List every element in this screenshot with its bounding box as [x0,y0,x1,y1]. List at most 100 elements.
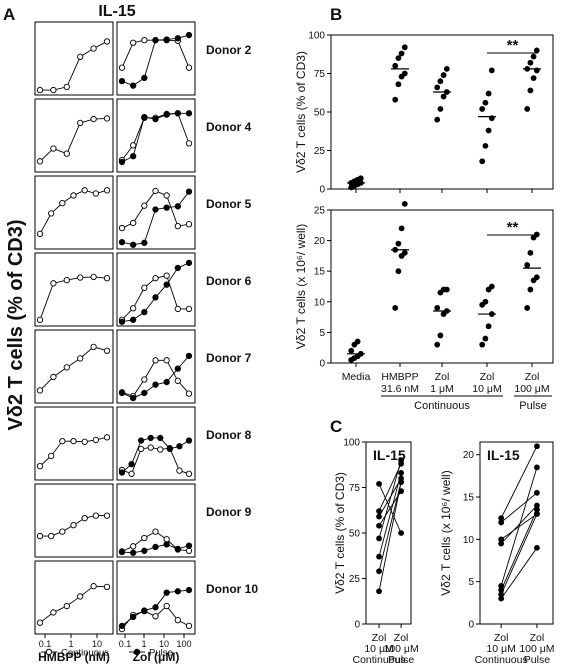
data-point-continuous [152,357,159,364]
data-point-continuous [174,223,181,230]
data-point-pulse [141,389,148,397]
data-point-continuous [70,522,77,529]
category-label: Zol [435,371,450,383]
series-line-pulse [121,262,190,323]
data-point-pulse [185,188,193,195]
panel-a-zol-frame [116,560,196,635]
data-point [398,530,404,536]
data-point [437,332,444,339]
pair-line [500,509,538,591]
panel-c-ylabel: Vδ2 T cells (x 10⁶/ well) [439,470,453,595]
data-point-continuous [174,616,181,624]
data-point-continuous [141,202,148,209]
data-point-pulse [141,239,148,246]
data-point-pulse [152,604,159,611]
series-line-continuous [39,117,108,162]
y-tick-label: 0 [354,620,360,631]
data-point-continuous [130,543,137,550]
x-tick-label: 0.1 [119,639,132,649]
panel-a-title: IL-15 [98,3,135,20]
category-label: Zol [525,371,540,383]
panel-c-inset-label: IL-15 [487,447,520,463]
category-label: 100 μM [383,643,418,655]
pair-line [500,446,538,519]
series-line-continuous [40,41,108,91]
series-line-continuous [39,346,108,391]
data-point [443,286,450,293]
y-tick-label: 25 [314,206,326,217]
data-point-pulse [185,437,193,444]
data-point-pulse [174,545,181,553]
data-point-pulse [163,111,170,118]
pair-line [500,505,538,544]
data-point [479,341,486,348]
data-point-continuous [163,272,170,279]
data-point-pulse [118,548,126,556]
legend-marker-pulse [133,648,141,656]
data-point-continuous [118,64,126,71]
data-point-continuous [36,158,44,165]
data-point [498,519,505,526]
group-label-continuous: Continuous [352,654,405,666]
panel-a-hmbpp-frame [34,21,114,96]
pair-line [378,472,402,557]
data-point-pulse [185,31,193,39]
data-point-pulse [152,294,159,301]
data-point [482,142,489,149]
data-point-continuous [70,438,77,445]
data-point-continuous [77,274,84,281]
data-point [395,240,402,247]
data-point-continuous [90,115,97,123]
y-tick-label: 15 [314,267,326,278]
panel-a-zol-frame [116,175,196,250]
data-point-continuous [90,45,97,52]
data-point [534,464,540,471]
data-point-continuous [59,528,66,535]
data-point-pulse [174,365,181,372]
y-tick-label: 15 [463,493,475,504]
figure-static-text: A B C IL-15 Vδ2 T cells (% of CD3) [3,3,342,436]
category-label: 31.6 nM [381,383,419,395]
data-point-pulse [163,541,170,548]
y-tick-label: 100 [308,31,325,42]
data-point [534,443,540,450]
panel-a-hmbpp-frame [34,560,114,635]
data-point-continuous [63,83,70,91]
data-point-pulse [130,241,137,248]
y-tick-label: 50 [314,108,326,119]
panel-a-hmbpp-frame [34,406,114,481]
data-point-continuous [48,210,55,217]
data-point [530,75,537,82]
data-point-pulse [185,259,193,266]
data-point-continuous [59,438,66,445]
data-point-continuous [77,593,84,600]
data-point-continuous [185,140,193,147]
significance-label: ** [507,37,519,54]
panel-c-inset-label: IL-15 [373,447,406,463]
panel-a-hmbpp-frame [34,98,114,173]
data-point-continuous [185,622,193,630]
x-tick-label: 10 [92,639,102,649]
data-point [392,62,399,69]
pair-line [378,460,402,539]
data-point [398,457,404,464]
data-point-continuous [63,150,70,157]
panel-b-ylabel: Vδ2 T cells (% of CD3) [294,51,308,173]
data-point-continuous [90,583,97,590]
data-point [485,90,492,97]
data-point [357,175,364,182]
data-point [434,341,441,348]
data-point-continuous [63,602,70,610]
data-point-pulse [152,115,159,123]
data-point [376,480,382,487]
data-point-continuous [103,275,111,282]
y-tick-label: 20 [314,236,326,247]
panel-b-ylabel: Vδ2 T cells (x 10⁶/ well) [294,224,308,349]
pair-line [378,481,402,572]
data-point-continuous [48,532,55,540]
data-point-pulse [130,82,137,89]
data-point-continuous [50,373,57,381]
data-point-continuous [163,602,170,610]
data-point-pulse [118,389,126,397]
data-point-pulse [174,203,181,210]
